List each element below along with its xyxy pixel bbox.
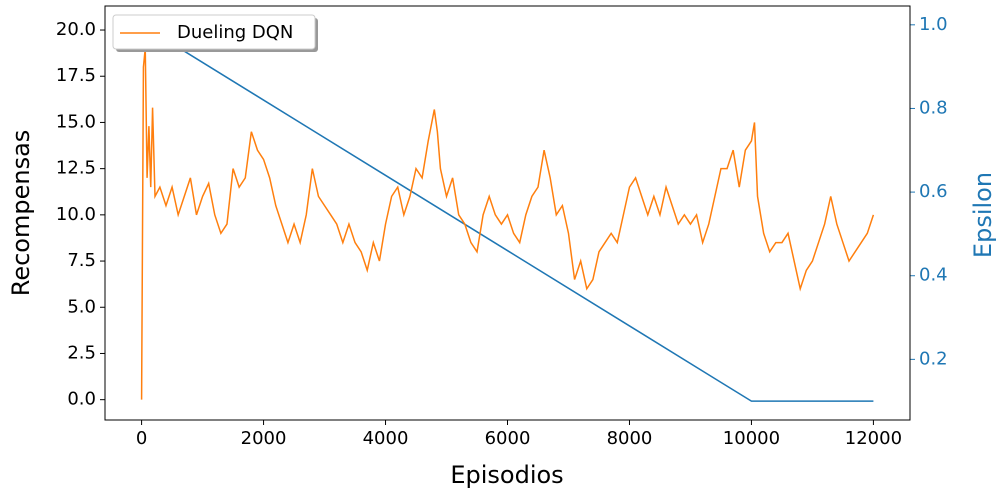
x-tick-label: 6000: [485, 428, 531, 449]
y-tick-label: 0.0: [67, 389, 96, 410]
y-tick-label: 12.5: [56, 158, 96, 179]
series-line: [140, 48, 875, 400]
x-axis-label: Episodios: [450, 461, 563, 489]
x-tick-label: 2000: [241, 428, 287, 449]
x-tick-label: 10000: [723, 428, 780, 449]
x-tick-label: 4000: [363, 428, 409, 449]
legend-label: Dueling DQN: [177, 22, 293, 43]
y-tick-label: 7.5: [67, 250, 96, 271]
y-tick-label: 17.5: [56, 65, 96, 86]
y-tick-label: 2.5: [67, 342, 96, 363]
legend: Dueling DQN: [112, 14, 318, 52]
x-tick-label: 12000: [845, 428, 902, 449]
y2-axis-label: Epsilon: [969, 172, 997, 258]
y-tick-label: 10.0: [56, 204, 96, 225]
y2-tick-label: 0.2: [919, 348, 948, 369]
y-tick-label: 15.0: [56, 111, 96, 132]
y2-tick-label: 1.0: [919, 14, 948, 35]
x-tick-label: 0: [136, 428, 147, 449]
plot-frame: [104, 5, 911, 421]
series-line: [141, 24, 874, 402]
legend-box: [112, 14, 316, 50]
y-axis-label: Recompensas: [7, 130, 35, 297]
y2-tick-label: 0.4: [919, 265, 948, 286]
y2-tick-label: 0.8: [919, 97, 948, 118]
y2-tick-label: 0.6: [919, 181, 948, 202]
y-tick-label: 20.0: [56, 19, 96, 40]
y-tick-label: 5.0: [67, 296, 96, 317]
x-tick-label: 8000: [607, 428, 653, 449]
